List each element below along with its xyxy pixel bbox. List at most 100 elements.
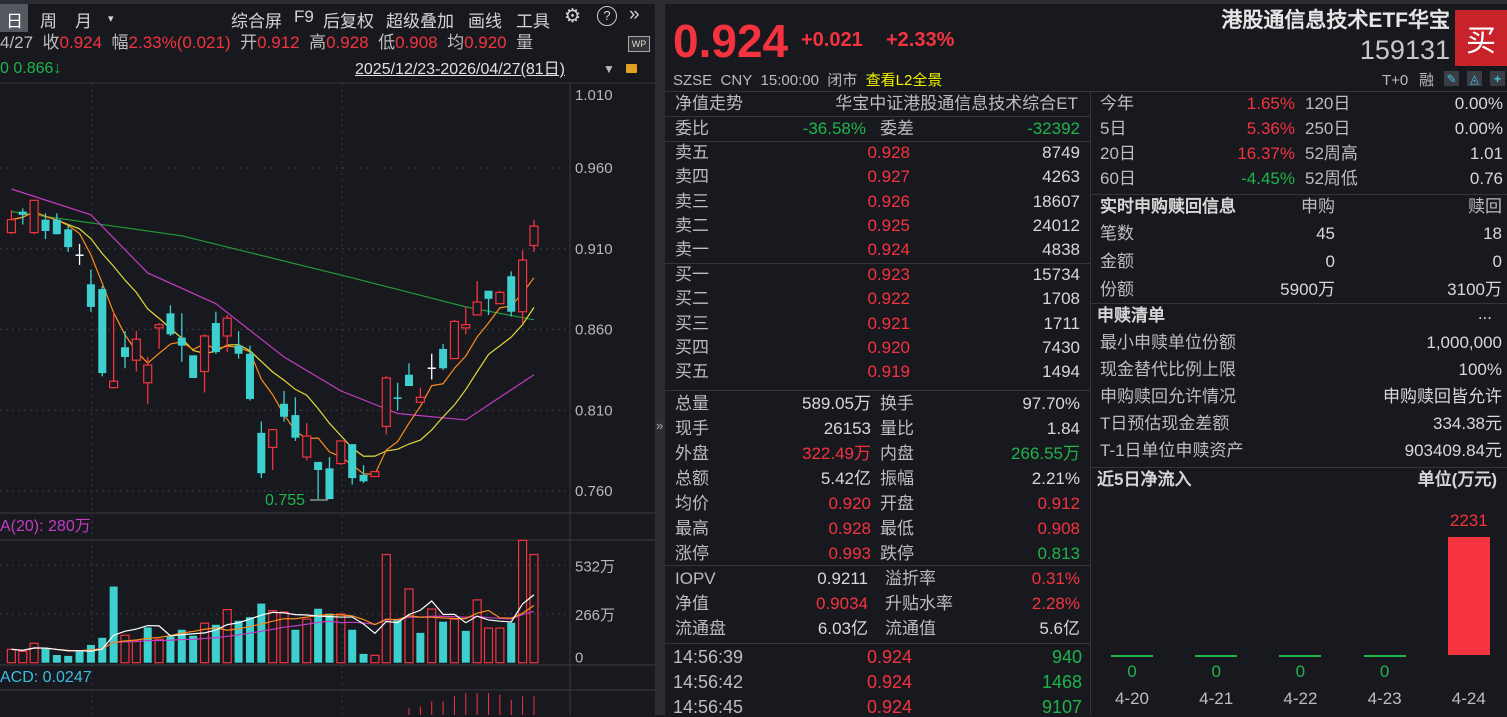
volume-bar [325, 613, 334, 663]
pencil-icon[interactable]: ✎ [1444, 71, 1459, 86]
draw-line-button[interactable]: 画线 [468, 12, 502, 31]
period-day-button-bg[interactable] [0, 4, 28, 32]
period-day-button[interactable]: 日 [6, 12, 23, 31]
nav-trend-tab[interactable]: 净值走势 [675, 94, 743, 113]
double-chevron-right-icon[interactable]: » [629, 4, 640, 25]
ask-volume: 4838 [1042, 240, 1080, 260]
close-value: 0.924 [59, 33, 103, 52]
stat-value: 266.55万 [1011, 444, 1080, 463]
composite-screen-button[interactable]: 综合屏 [231, 12, 282, 31]
bid-price[interactable]: 0.919 [867, 362, 910, 382]
candle-body [177, 337, 186, 346]
trade-volume: 1468 [1041, 672, 1082, 692]
return-period-label: 250日 [1305, 119, 1351, 138]
candle-body [211, 323, 220, 353]
panel-divider[interactable] [655, 0, 665, 715]
double-chevron-right-icon[interactable]: » [656, 418, 664, 433]
stat-value: 0.813 [1037, 544, 1080, 563]
candle-body [336, 440, 346, 465]
bid-price[interactable]: 0.920 [867, 337, 910, 357]
inflow-value-label: 0 [1295, 662, 1306, 681]
adjust-price-button[interactable]: 后复权 [323, 12, 374, 31]
volume-bar [472, 599, 482, 664]
return-value: 16.37% [1237, 144, 1295, 163]
bid-price[interactable]: 0.921 [867, 313, 910, 333]
pcf-row-label: 现金替代比例上限 [1100, 360, 1236, 379]
bid-ask-diff-label: 委差 [880, 119, 914, 138]
inflow-value-label: 0 [1127, 662, 1137, 681]
candle-body [280, 403, 289, 417]
redemption-value: 18 [1483, 224, 1502, 243]
macd-label: ACD: 0.0247 [0, 669, 92, 686]
lock-icon[interactable] [626, 64, 637, 73]
f9-button[interactable]: F9 [294, 7, 314, 26]
kline-chart[interactable]: 1.010 0.960 0.910 0.860 0.810 0.760 0.755 532万 2… [0, 0, 655, 715]
volume-tick-label: 0 [575, 650, 583, 667]
inflow-date-label: 4-22 [1283, 689, 1318, 708]
triangle-down-icon[interactable]: ▼ [603, 62, 615, 76]
overlay-button[interactable]: 超级叠加 [386, 12, 454, 31]
bell-icon[interactable]: ◬ [1467, 71, 1482, 86]
volume-bar [302, 618, 312, 664]
volume-bar [507, 622, 516, 663]
period-week-button[interactable]: 周 [40, 12, 57, 31]
pcf-row-value: 903409.84元 [1404, 441, 1502, 460]
inflow-date-label: 4-21 [1199, 689, 1234, 708]
bid-volume: 1708 [1042, 289, 1080, 309]
ask-price[interactable]: 0.924 [867, 240, 910, 260]
ask-price[interactable]: 0.925 [867, 215, 910, 235]
bid-level-label: 买一 [675, 265, 709, 284]
ask-price[interactable]: 0.928 [867, 143, 910, 162]
ask-price[interactable]: 0.926 [867, 191, 910, 211]
volume-bar [393, 619, 402, 663]
pcf-row-label: 申购赎回允许情况 [1100, 387, 1236, 406]
divider [1091, 194, 1507, 195]
exchange: SZSE [673, 72, 713, 89]
bid-ask-diff-value: -32392 [1027, 119, 1080, 138]
etf-stat-value: 5.6亿 [1039, 619, 1080, 638]
more-button[interactable]: ... [1477, 304, 1492, 323]
return-period-label: 120日 [1305, 94, 1351, 113]
open-label: 开 [240, 33, 258, 52]
creation-row-label: 笔数 [1100, 224, 1134, 243]
volume-bar [154, 638, 164, 664]
volume-bar [199, 622, 210, 664]
volume-bar [29, 642, 39, 664]
volume-bar [143, 627, 152, 663]
divider [665, 263, 1090, 264]
candle-body [517, 259, 528, 313]
volume-bar [404, 588, 414, 664]
ask-price[interactable]: 0.927 [867, 167, 910, 187]
candle-body [439, 348, 448, 369]
candle-body [166, 313, 175, 335]
stat-label: 涨停 [675, 544, 709, 563]
candle-body [325, 468, 334, 500]
candle-body [370, 471, 380, 478]
stat-value: 1.84 [1046, 419, 1080, 438]
date-range-selector[interactable]: 2025/12/23-2026/04/27(81日) [355, 61, 565, 78]
caret-down-icon[interactable]: ▾ [108, 13, 114, 25]
candle-body [189, 355, 198, 378]
creation-value: 45 [1316, 224, 1335, 243]
stat-label: 最低 [880, 519, 914, 538]
period-month-button[interactable]: 月 [75, 12, 92, 31]
volume-bar [52, 655, 61, 663]
etf-stat-label: 流通盘 [675, 619, 726, 638]
help-icon[interactable]: ? [597, 6, 617, 26]
volume-tick-label: 532万 [575, 558, 615, 575]
buy-button[interactable]: 买 [1455, 10, 1507, 66]
candle-body [121, 347, 129, 357]
bid-price[interactable]: 0.922 [867, 289, 910, 309]
tools-button[interactable]: 工具 [516, 12, 550, 31]
ask-level-label: 卖三 [675, 191, 709, 211]
volume-bar [120, 634, 130, 664]
wp-badge-icon[interactable]: WP [628, 36, 650, 52]
plus-icon[interactable]: + [1490, 71, 1505, 86]
volume-bar [41, 648, 50, 663]
candle-body [64, 229, 73, 248]
ask-volume: 18607 [1032, 191, 1080, 211]
bid-price[interactable]: 0.923 [867, 265, 910, 284]
l2-view-link[interactable]: 查看L2全景 [865, 72, 943, 89]
volume-bar [279, 611, 289, 664]
gear-icon[interactable]: ⚙ [564, 6, 582, 27]
